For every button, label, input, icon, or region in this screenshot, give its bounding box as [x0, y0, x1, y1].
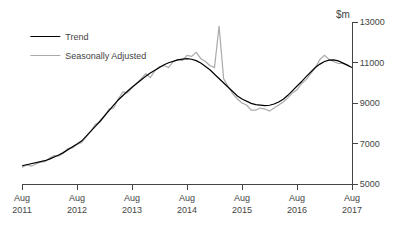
svg-text:Aug2014: Aug2014: [177, 193, 197, 215]
svg-text:11000: 11000: [360, 58, 384, 68]
svg-text:Trend: Trend: [65, 32, 88, 42]
svg-text:$m: $m: [336, 9, 350, 20]
svg-text:13000: 13000: [360, 17, 385, 27]
svg-text:Aug2011: Aug2011: [12, 193, 31, 215]
svg-text:Aug2013: Aug2013: [122, 193, 142, 215]
svg-text:Aug2016: Aug2016: [287, 193, 307, 215]
svg-text:Aug2012: Aug2012: [67, 193, 87, 215]
svg-text:Aug2015: Aug2015: [232, 193, 252, 215]
svg-text:5000: 5000: [360, 179, 380, 189]
svg-text:7000: 7000: [360, 139, 380, 149]
svg-text:9000: 9000: [360, 98, 380, 108]
svg-text:Seasonally Adjusted: Seasonally Adjusted: [65, 51, 146, 61]
svg-text:Aug2017: Aug2017: [342, 193, 362, 215]
